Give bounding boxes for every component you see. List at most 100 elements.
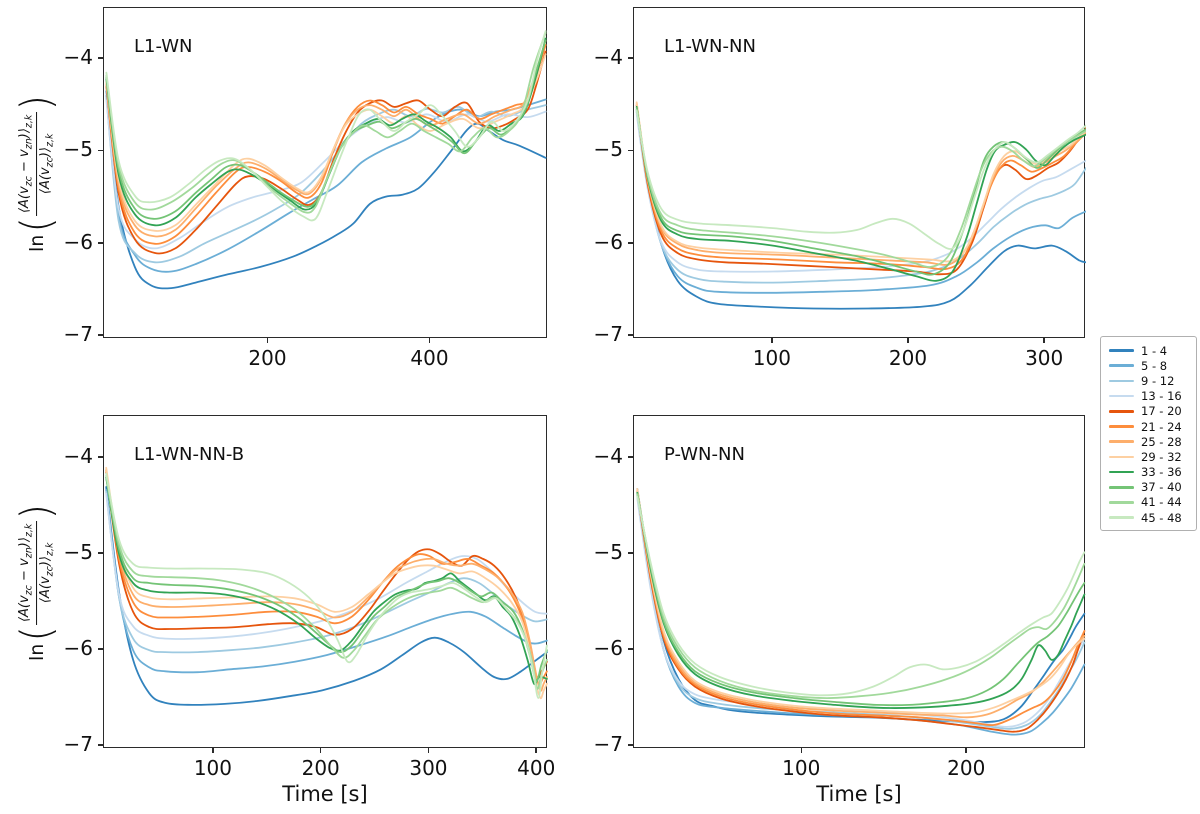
y-tick-mark [98, 149, 103, 152]
y-tick-label: −7 [593, 322, 623, 347]
legend-line-swatch [1109, 470, 1134, 474]
ylabel-function: ln [26, 234, 49, 252]
y-tick-label: −7 [593, 732, 623, 757]
panel-label: L1-WN-NN-B [134, 444, 245, 465]
series-line-29-32 [105, 53, 547, 232]
series-line-17-20 [105, 50, 547, 255]
y-tick-label: −5 [63, 540, 93, 565]
ylabel-fraction: ⟨A(vzc − vzn)⟩z,k ⟨A(vzc)⟩z,k [17, 520, 57, 625]
series-line-33-36 [635, 106, 1086, 282]
plot-area [635, 101, 1086, 310]
series-line-5-8 [635, 110, 1086, 294]
legend-line-swatch [1109, 379, 1134, 383]
y-tick-label: −4 [63, 444, 93, 469]
y-tick-mark [98, 648, 103, 650]
series-line-45-48 [105, 30, 547, 222]
y-tick-mark [98, 57, 103, 59]
ylabel-function: ln [26, 643, 49, 661]
panel-label: L1-WN-NN [664, 36, 756, 57]
y-tick-mark [628, 552, 633, 554]
x-tick-label: 400 [517, 756, 556, 780]
y-tick-label: −6 [593, 636, 623, 661]
y-tick-label: −4 [593, 444, 623, 469]
y-tick-mark [98, 744, 103, 746]
y-tick-label: −5 [593, 137, 623, 162]
series-line-33-36 [105, 476, 548, 686]
series-line-41-44 [636, 493, 1086, 700]
legend-line-swatch [1109, 440, 1134, 444]
x-tick-label: 300 [409, 756, 448, 780]
legend-label: 41 - 44 [1141, 495, 1182, 510]
x-tick-label: 400 [410, 346, 449, 370]
legend-item: 17 - 20 [1109, 404, 1187, 419]
legend-item: 21 - 24 [1109, 419, 1187, 434]
series-line-41-44 [105, 474, 548, 690]
legend-item: 5 - 8 [1109, 358, 1187, 373]
legend-item: 33 - 36 [1109, 465, 1187, 480]
legend-item: 13 - 16 [1109, 389, 1187, 404]
series-line-29-32 [105, 466, 548, 700]
series-line-41-44 [105, 32, 547, 214]
x-tick-mark [319, 748, 322, 753]
series-line-25-28 [105, 468, 548, 692]
y-tick-mark [628, 57, 633, 59]
series-line-5-8 [105, 94, 547, 273]
plot-area [105, 30, 547, 290]
series-line-9-12 [636, 495, 1086, 730]
y-tick-label: −4 [63, 44, 93, 69]
series-line-45-48 [636, 495, 1086, 697]
x-tick-mark [1043, 338, 1045, 343]
series-line-21-24 [635, 104, 1086, 271]
x-tick-mark [771, 338, 773, 343]
series-line-1-4 [635, 108, 1086, 310]
legend-item: 9 - 12 [1109, 373, 1187, 388]
x-tick-mark [427, 748, 430, 753]
series-line-25-28 [105, 39, 547, 238]
series-line-1-4 [105, 486, 548, 706]
legend-item: 37 - 40 [1109, 480, 1187, 495]
series-line-5-8 [105, 489, 548, 674]
y-tick-mark [628, 744, 633, 746]
x-tick-mark [212, 748, 214, 753]
y-tick-mark [98, 456, 103, 458]
legend-label: 5 - 8 [1141, 358, 1168, 373]
x-tick-mark [907, 338, 909, 343]
series-line-33-36 [636, 491, 1086, 709]
series-line-37-40 [105, 476, 548, 682]
series-line-25-28 [636, 489, 1086, 719]
panel-label: P-WN-NN [664, 444, 745, 465]
x-tick-label: 200 [947, 756, 986, 780]
x-tick-label: 200 [301, 756, 340, 780]
y-tick-mark [628, 242, 633, 244]
x-tick-mark [800, 748, 802, 753]
x-tick-mark [428, 338, 431, 343]
series-line-45-48 [105, 472, 548, 700]
series-line-25-28 [635, 102, 1086, 266]
panel-l1-wn-nn: L1-WN-NN [633, 7, 1086, 338]
x-tick-label: 300 [1025, 346, 1064, 370]
legend-label: 45 - 48 [1141, 510, 1182, 525]
y-tick-label: −7 [63, 322, 93, 347]
y-tick-mark [628, 456, 633, 458]
legend-item: 1 - 4 [1109, 343, 1187, 358]
series-line-21-24 [105, 469, 548, 686]
legend-line-swatch [1109, 501, 1134, 504]
legend-item: 29 - 32 [1109, 449, 1187, 464]
plot-area [636, 488, 1086, 736]
series-line-29-32 [636, 488, 1086, 715]
legend-line-swatch [1109, 410, 1134, 413]
legend-label: 33 - 36 [1141, 465, 1182, 480]
panel-label: L1-WN [134, 36, 193, 57]
series-line-41-44 [635, 108, 1086, 268]
legend-label: 13 - 16 [1141, 389, 1182, 404]
legend-line-swatch [1109, 425, 1134, 428]
x-axis-label: Time [s] [816, 782, 902, 806]
x-tick-label: 200 [248, 346, 287, 370]
y-tick-mark [628, 334, 633, 336]
series-line-37-40 [635, 107, 1086, 276]
panel-l1-wn: L1-WN [103, 7, 547, 338]
x-axis-label: Time [s] [282, 782, 368, 806]
x-tick-label: 100 [782, 756, 821, 780]
